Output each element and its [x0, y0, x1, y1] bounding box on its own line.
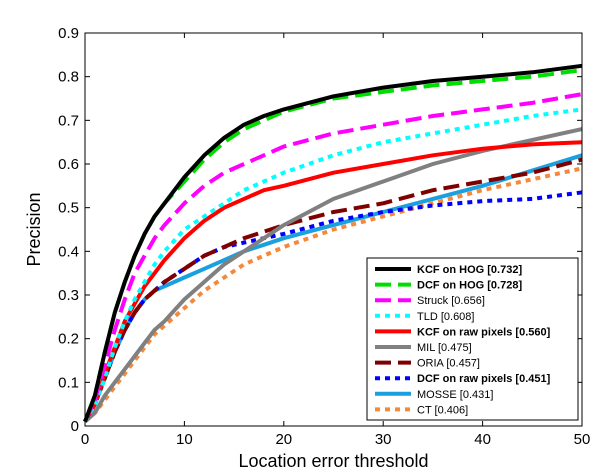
legend-label: DCF on raw pixels [0.451] [417, 373, 551, 385]
y-tick-label: 0.8 [58, 69, 79, 86]
x-tick-label: 20 [275, 431, 292, 448]
legend-label: KCF on HOG [0.732] [417, 264, 522, 276]
legend: KCF on HOG [0.732] DCF on HOG [0.728] Stru… [366, 257, 579, 421]
series-line-2 [83, 92, 583, 423]
series-line-3 [83, 107, 583, 423]
legend-label: CT [0.406] [417, 404, 468, 416]
x-tick-label: 50 [574, 431, 591, 448]
x-tick-label: 40 [474, 431, 491, 448]
y-tick-label: 0.3 [58, 287, 79, 304]
axis-ticks: 0 10 20 30 40 50 0 0.1 0.2 0.3 0.4 0.5 0.6 0.7 0.8 0.9 [58, 25, 590, 448]
y-tick-label: 0.2 [58, 331, 79, 348]
series-line-6 [83, 157, 583, 423]
series-line-9 [83, 166, 583, 424]
x-tick-label: 10 [176, 431, 193, 448]
legend-label: ORIA [0.457] [417, 358, 480, 370]
y-tick-label: 0.5 [58, 200, 79, 217]
series-line-4 [83, 140, 583, 423]
y-tick-label: 0.7 [58, 112, 79, 129]
x-tick-label: 30 [375, 431, 392, 448]
x-axis-label: Location error threshold [238, 451, 428, 471]
y-tick-label: 0.1 [58, 374, 79, 391]
legend-label: Struck [0.656] [417, 295, 485, 307]
y-tick-label: 0.9 [58, 25, 79, 42]
plot-frame [84, 32, 583, 427]
legend-label: TLD [0.608] [417, 311, 474, 323]
series-lines [83, 63, 583, 424]
y-axis-label: Precision [24, 192, 44, 266]
series-line-0 [83, 63, 583, 423]
series-line-5 [83, 127, 583, 424]
y-tick-label: 0 [71, 418, 79, 435]
legend-label: DCF on HOG [0.728] [417, 280, 522, 292]
y-tick-label: 0.6 [58, 156, 79, 173]
legend-label: MIL [0.475] [417, 342, 472, 354]
y-tick-label: 0.4 [58, 243, 79, 260]
legend-label: MOSSE [0.431] [417, 389, 493, 401]
legend-label: KCF on raw pixels [0.560] [417, 326, 551, 338]
x-tick-label: 0 [81, 431, 89, 448]
